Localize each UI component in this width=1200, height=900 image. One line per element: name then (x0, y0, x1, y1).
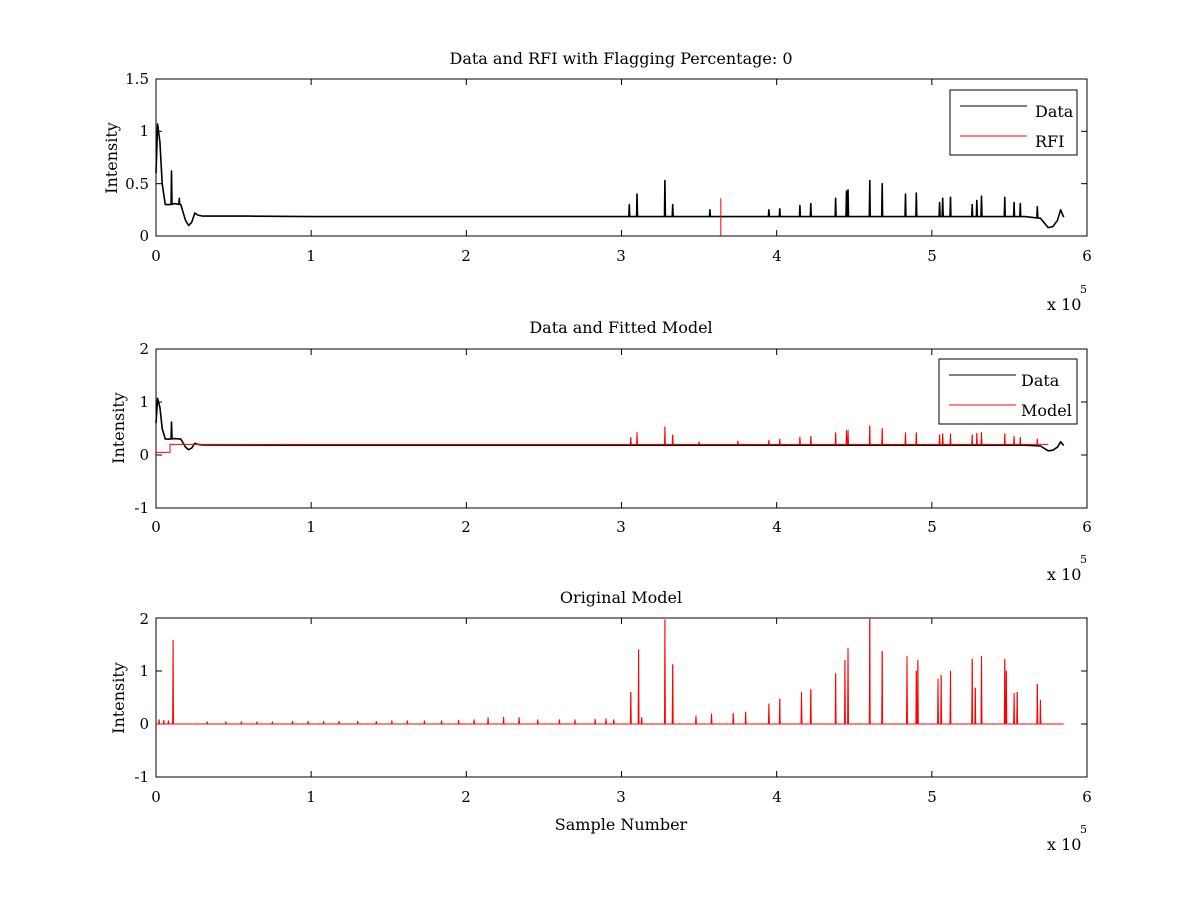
panel-1-xtick-label: 6 (1082, 247, 1092, 265)
panel-2-xtick-label: 6 (1082, 518, 1092, 536)
panel-3-xtick-labels: 0 1 2 3 4 5 6 (151, 788, 1092, 806)
panel-3-ytick-labels: -1 0 1 2 (134, 610, 149, 786)
panel-1-legend-label-rfi: RFI (1035, 132, 1064, 151)
panel-2-series (155, 397, 1065, 453)
panel-1-x-multiplier-base: x 10 (1047, 295, 1081, 314)
panel-2: Data and Fitted Model 0 1 2 3 4 5 6 -1 0… (109, 318, 1092, 584)
panel-3-xlabel: Sample Number (555, 815, 688, 834)
panel-3-axes-box (155, 617, 1088, 778)
panel-3-xtick-label: 4 (772, 788, 782, 806)
panel-2-axes-box (155, 348, 1088, 509)
panel-1-ylabel: Intensity (102, 122, 121, 194)
panel-2-xtick-label: 2 (461, 518, 471, 536)
panel-2-x-multiplier-exponent: 5 (1080, 553, 1087, 566)
panel-3-ytick-label: -1 (134, 768, 149, 786)
panel-1-xtick-label: 4 (772, 247, 782, 265)
panel-2-xtick-label: 1 (306, 518, 316, 536)
panel-2-xtick-label: 4 (772, 518, 782, 536)
panel-3-series (156, 618, 1064, 725)
panel-1-ytick-labels: 0 0.5 1 1.5 (125, 70, 149, 245)
panel-3-xtick-label: 2 (461, 788, 471, 806)
panel-2-ytick-label: 1 (139, 393, 149, 411)
panel-3-ylabel: Intensity (109, 662, 128, 734)
panel-2-legend-label-data: Data (1021, 371, 1060, 390)
panel-2-xtick-label: 5 (927, 518, 937, 536)
panel-2-x-multiplier: x 10 (1047, 565, 1081, 584)
panel-1: Data and RFI with Flagging Percentage: 0… (102, 49, 1092, 314)
panel-2-legend: Data Model (938, 358, 1078, 425)
panel-2-x-multiplier-base: x 10 (1047, 565, 1081, 584)
panel-1-x-multiplier-exponent: 5 (1080, 283, 1087, 296)
panel-3-ytick-label: 2 (139, 610, 149, 628)
panel-1-xtick-label: 3 (616, 247, 626, 265)
panel-3-ytick-label: 0 (139, 715, 149, 733)
panel-1-xtick-label: 2 (461, 247, 471, 265)
panel-2-ytick-label: 2 (139, 340, 149, 358)
panel-2-xtick-label: 0 (151, 518, 161, 536)
panel-3-title: Original Model (560, 588, 682, 607)
panel-1-ticks (155, 78, 1088, 237)
panel-3-xtick-label: 1 (306, 788, 316, 806)
panel-3-x-multiplier-base: x 10 (1047, 835, 1081, 854)
panel-3: Original Model 0 1 2 3 4 5 6 -1 0 1 2 In… (109, 588, 1092, 854)
panel-3-x-multiplier-exponent: 5 (1080, 823, 1087, 836)
panel-2-ytick-label: 0 (139, 446, 149, 464)
data-series-line (155, 397, 1065, 452)
panel-3-ytick-label: 1 (139, 662, 149, 680)
panel-1-series (155, 123, 1065, 236)
panel-1-legend-box (949, 89, 1078, 156)
panel-2-ticks (155, 348, 1088, 509)
panel-2-legend-box (938, 358, 1078, 425)
panel-1-xtick-label: 1 (306, 247, 316, 265)
panel-1-ytick-label: 0.5 (125, 175, 149, 193)
panel-1-title: Data and RFI with Flagging Percentage: 0 (449, 49, 792, 68)
panel-3-xtick-label: 6 (1082, 788, 1092, 806)
panel-1-xtick-label: 0 (151, 247, 161, 265)
panel-3-xtick-label: 0 (151, 788, 161, 806)
panel-2-ytick-label: -1 (134, 499, 149, 517)
panel-2-title: Data and Fitted Model (529, 318, 712, 337)
panel-2-xtick-label: 3 (616, 518, 626, 536)
panel-1-x-multiplier: x 10 (1047, 295, 1081, 314)
panel-2-ylabel: Intensity (109, 392, 128, 464)
panel-1-legend-label-data: Data (1035, 102, 1074, 121)
panel-1-ytick-label: 1.5 (125, 70, 149, 88)
panel-1-xtick-label: 5 (927, 247, 937, 265)
panel-1-axes-box (155, 78, 1088, 237)
panel-2-xtick-labels: 0 1 2 3 4 5 6 (151, 518, 1092, 536)
panel-2-ytick-labels: -1 0 1 2 (134, 340, 149, 517)
panel-3-xtick-label: 3 (616, 788, 626, 806)
panel-1-ytick-label: 1 (139, 122, 149, 140)
panel-3-x-multiplier: x 10 (1047, 835, 1081, 854)
panel-1-xtick-labels: 0 1 2 3 4 5 6 (151, 247, 1092, 265)
panel-2-legend-label-model: Model (1021, 401, 1072, 420)
panel-1-legend: Data RFI (949, 89, 1078, 156)
panel-3-xtick-label: 5 (927, 788, 937, 806)
panel-1-ytick-label: 0 (139, 227, 149, 245)
